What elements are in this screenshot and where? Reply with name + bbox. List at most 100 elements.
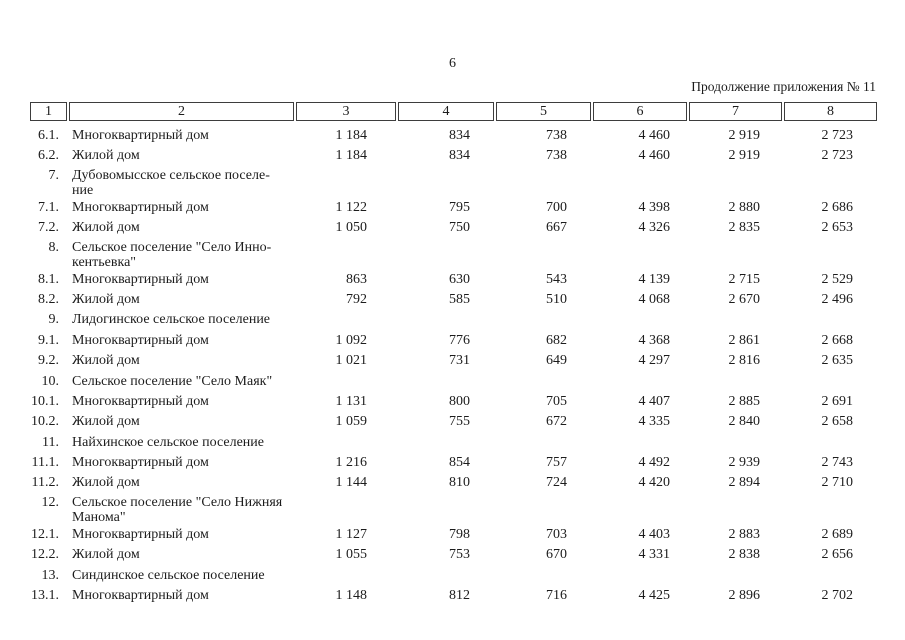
row-number: 12.2. (31, 547, 59, 563)
row-value: 4 139 (638, 271, 671, 287)
row-value: 1 216 (335, 455, 368, 471)
row-value: 2 691 (821, 393, 854, 409)
row-number: 8.2. (38, 291, 59, 307)
row-value: 2 840 (728, 414, 761, 430)
row-value: 2 653 (821, 220, 854, 236)
row-value: 4 331 (638, 547, 671, 563)
row-value: 731 (449, 353, 470, 369)
table-row: 6.1. Многоквартирный дом 1 184 834 738 4 460 2… (30, 126, 877, 146)
row-value: 2 689 (821, 526, 854, 542)
row-value: 4 398 (638, 199, 671, 215)
row-number: 11.1. (31, 455, 59, 471)
row-number: 12.1. (31, 526, 59, 542)
row-label: Жилой дом (72, 291, 140, 307)
column-header: 6 (593, 102, 687, 121)
row-value: 2 723 (821, 148, 854, 164)
table-row: 12.2. Жилой дом 1 055 753 670 4 331 2 838 2 656 (30, 545, 877, 565)
table-row: 7.1. Многоквартирный дом 1 122 795 700 4 398 2… (30, 198, 877, 218)
row-value: 4 460 (638, 148, 671, 164)
row-value: 812 (449, 588, 470, 604)
row-value: 2 715 (728, 271, 761, 287)
row-value: 4 068 (638, 291, 671, 307)
row-value: 1 184 (335, 128, 368, 143)
row-value: 2 939 (728, 455, 761, 471)
row-value: 2 496 (821, 291, 854, 307)
row-value: 4 403 (638, 526, 671, 542)
row-value: 2 529 (821, 271, 854, 287)
row-value: 724 (546, 475, 567, 491)
table-row: 11.1. Многоквартирный дом 1 216 854 757 4 492… (30, 453, 877, 473)
row-value: 750 (449, 220, 470, 236)
row-value: 1 148 (335, 588, 368, 604)
row-value: 716 (546, 588, 567, 604)
row-number: 10. (41, 373, 60, 389)
row-value: 585 (449, 291, 470, 307)
row-number: 6.2. (38, 148, 59, 164)
table-row: 6.2. Жилой дом 1 184 834 738 4 460 2 919 2 723 (30, 146, 877, 166)
row-number: 6.1. (38, 128, 59, 143)
row-value: 672 (546, 414, 567, 430)
row-value: 738 (546, 128, 567, 143)
row-number: 11. (42, 434, 59, 450)
row-value: 753 (449, 547, 470, 563)
table-row: 9.1. Многоквартирный дом 1 092 776 682 4 368 2… (30, 331, 877, 351)
page-number: 6 (449, 56, 456, 71)
row-value: 4 425 (638, 588, 671, 604)
table-row: 8. Сельское поселение "Село Инно- кентьев… (30, 239, 877, 270)
appendix-continuation-caption: Продолжение приложения № 11 (691, 79, 876, 94)
row-value: 4 335 (638, 414, 671, 430)
row-value: 757 (546, 455, 567, 471)
row-value: 670 (546, 547, 567, 563)
row-value: 700 (546, 199, 567, 215)
table-row: 11.2. Жилой дом 1 144 810 724 4 420 2 894 2 710 (30, 473, 877, 493)
table-row: 12.1. Многоквартирный дом 1 127 798 703 4 403… (30, 525, 877, 545)
row-value: 2 896 (728, 588, 761, 604)
row-label: Жилой дом (72, 475, 140, 491)
row-label: Многоквартирный дом (72, 455, 209, 471)
row-value: 2 635 (821, 353, 854, 369)
row-value: 2 919 (728, 148, 761, 164)
row-value: 755 (449, 414, 470, 430)
row-value: 4 420 (638, 475, 671, 491)
row-number: 12. (41, 495, 60, 511)
row-label: Многоквартирный дом (72, 271, 209, 287)
row-value: 2 894 (728, 475, 761, 491)
row-value: 738 (546, 148, 567, 164)
row-value: 630 (449, 271, 470, 287)
row-value: 4 492 (638, 455, 671, 471)
table-row: 10. Сельское поселение "Село Маяк" (30, 372, 877, 392)
table-row: 9.2. Жилой дом 1 021 731 649 4 297 2 816 2 635 (30, 351, 877, 371)
table-body: 6.1. Многоквартирный дом 1 184 834 738 4 460 2… (30, 126, 877, 606)
row-value: 4 460 (638, 128, 671, 143)
column-header: 2 (69, 102, 294, 121)
row-label: Сельское поселение "Село Маяк" (72, 373, 273, 389)
row-number: 9. (48, 312, 60, 328)
row-value: 2 670 (728, 291, 761, 307)
table-row: 10.1. Многоквартирный дом 1 131 800 705 4 407… (30, 392, 877, 412)
row-value: 682 (546, 332, 567, 348)
row-value: 1 144 (335, 475, 368, 491)
row-label: Многоквартирный дом (72, 588, 209, 604)
row-value: 2 686 (821, 199, 854, 215)
row-label: Многоквартирный дом (72, 526, 209, 542)
row-value: 2 838 (728, 547, 761, 563)
row-value: 1 184 (335, 148, 368, 164)
row-number: 8.1. (38, 271, 59, 287)
row-value: 1 127 (335, 526, 368, 542)
row-number: 11.2. (31, 475, 59, 491)
table-row: 13. Синдинское сельское поселение (30, 566, 877, 586)
column-header: 3 (296, 102, 396, 121)
table-row: 8.2. Жилой дом 792 585 510 4 068 2 670 2 496 (30, 290, 877, 310)
row-label: Сельское поселение "Село Инно- кентьевка… (72, 240, 272, 270)
column-header: 5 (496, 102, 591, 121)
row-value: 2 816 (728, 353, 761, 369)
row-value: 2 668 (821, 332, 854, 348)
row-number: 9.2. (38, 353, 59, 369)
row-value: 798 (449, 526, 470, 542)
row-label: Жилой дом (72, 148, 140, 164)
row-value: 800 (449, 393, 470, 409)
row-number: 13. (41, 567, 60, 583)
row-label: Лидогинское сельское поселение (72, 312, 271, 328)
